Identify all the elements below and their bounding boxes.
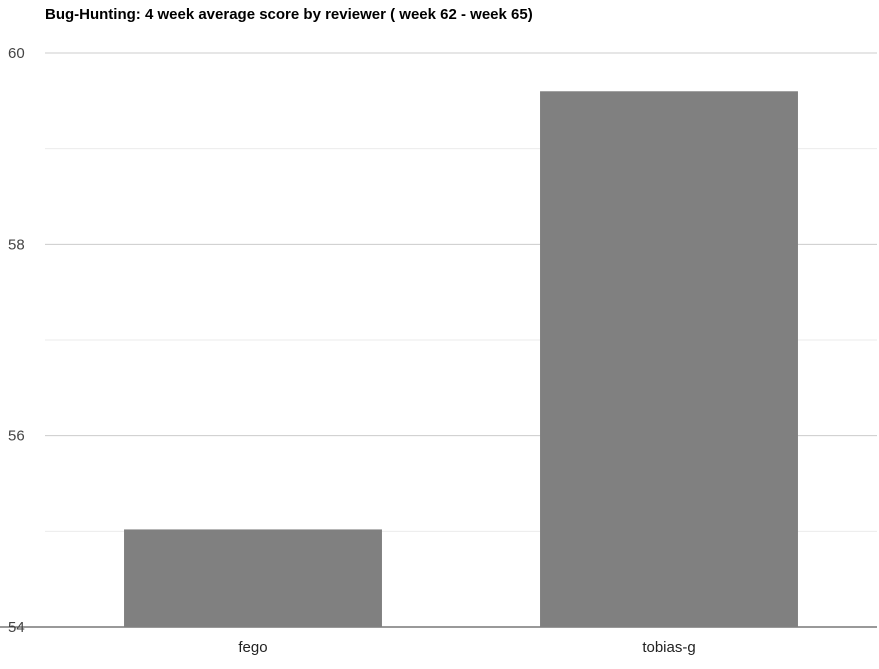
x-category-label: fego [238, 639, 267, 656]
bars [124, 91, 798, 628]
chart-title: Bug-Hunting: 4 week average score by rev… [45, 6, 533, 23]
x-category-label: tobias-g [642, 639, 695, 656]
y-tick-label: 54 [8, 619, 25, 636]
x-axis-category-labels: fego tobias-g [238, 639, 695, 656]
bar-fego [124, 529, 382, 627]
y-tick-label: 56 [8, 428, 25, 445]
y-tick-label: 58 [8, 236, 25, 253]
y-axis-tick-labels: 54 56 58 60 [8, 45, 25, 636]
bar-tobias-g [540, 91, 798, 628]
y-tick-label: 60 [8, 45, 25, 62]
